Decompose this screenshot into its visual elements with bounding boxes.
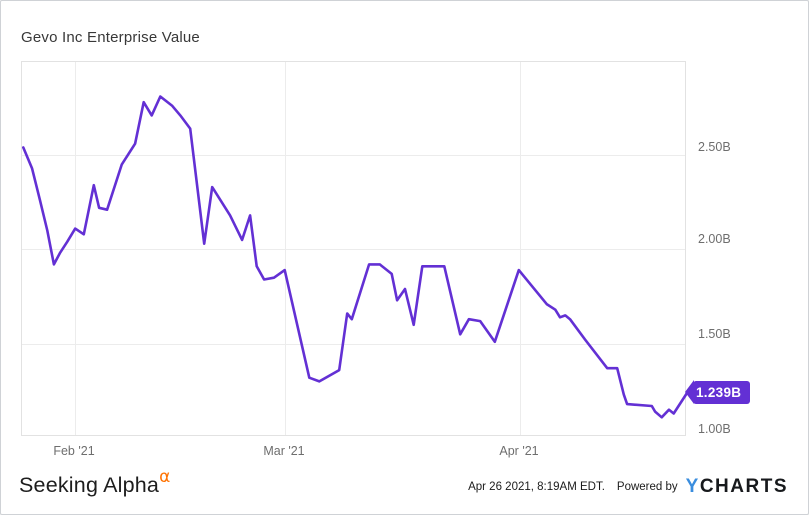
seeking-alpha-wordmark: Seeking Alpha	[19, 473, 160, 498]
last-value-label: 1.239B	[693, 380, 751, 404]
gridline-apr	[520, 62, 521, 435]
gridline-2-00b	[22, 249, 685, 250]
y-tick-2-50b: 2.50B	[698, 140, 731, 154]
alpha-icon: α	[159, 467, 171, 487]
x-tick-mar-21: Mar '21	[263, 444, 305, 458]
gridline-feb	[75, 62, 76, 435]
page-title: Gevo Inc Enterprise Value	[21, 29, 200, 46]
gridline-2-50b	[22, 155, 685, 156]
badge-arrow-icon	[685, 380, 694, 404]
last-value-badge: 1.239B	[685, 380, 751, 404]
gridline-1-50b	[22, 344, 685, 345]
gridline-mar	[285, 62, 286, 435]
ycharts-logo[interactable]: YCHARTS	[686, 477, 788, 496]
x-tick-apr-21: Apr '21	[499, 444, 539, 458]
powered-by-label: Powered by	[616, 480, 678, 493]
line-chart-svg	[21, 95, 689, 419]
plot-area[interactable]	[21, 61, 689, 436]
ev-line[interactable]	[21, 95, 689, 419]
seeking-alpha-logo[interactable]: Seeking Alphaα	[19, 467, 171, 498]
y-tick-2-00b: 2.00B	[698, 232, 731, 246]
footer-attribution: Apr 26 2021, 8:19AM EDT. Powered by YCHA…	[468, 477, 788, 496]
x-tick-feb-21: Feb '21	[53, 444, 95, 458]
timestamp: Apr 26 2021, 8:19AM EDT.	[468, 480, 605, 493]
ycharts-y-glyph: Y	[685, 476, 700, 497]
ycharts-wordmark: CHARTS	[699, 476, 788, 497]
y-tick-1-00b: 1.00B	[698, 422, 731, 436]
y-tick-1-50b: 1.50B	[698, 327, 731, 341]
